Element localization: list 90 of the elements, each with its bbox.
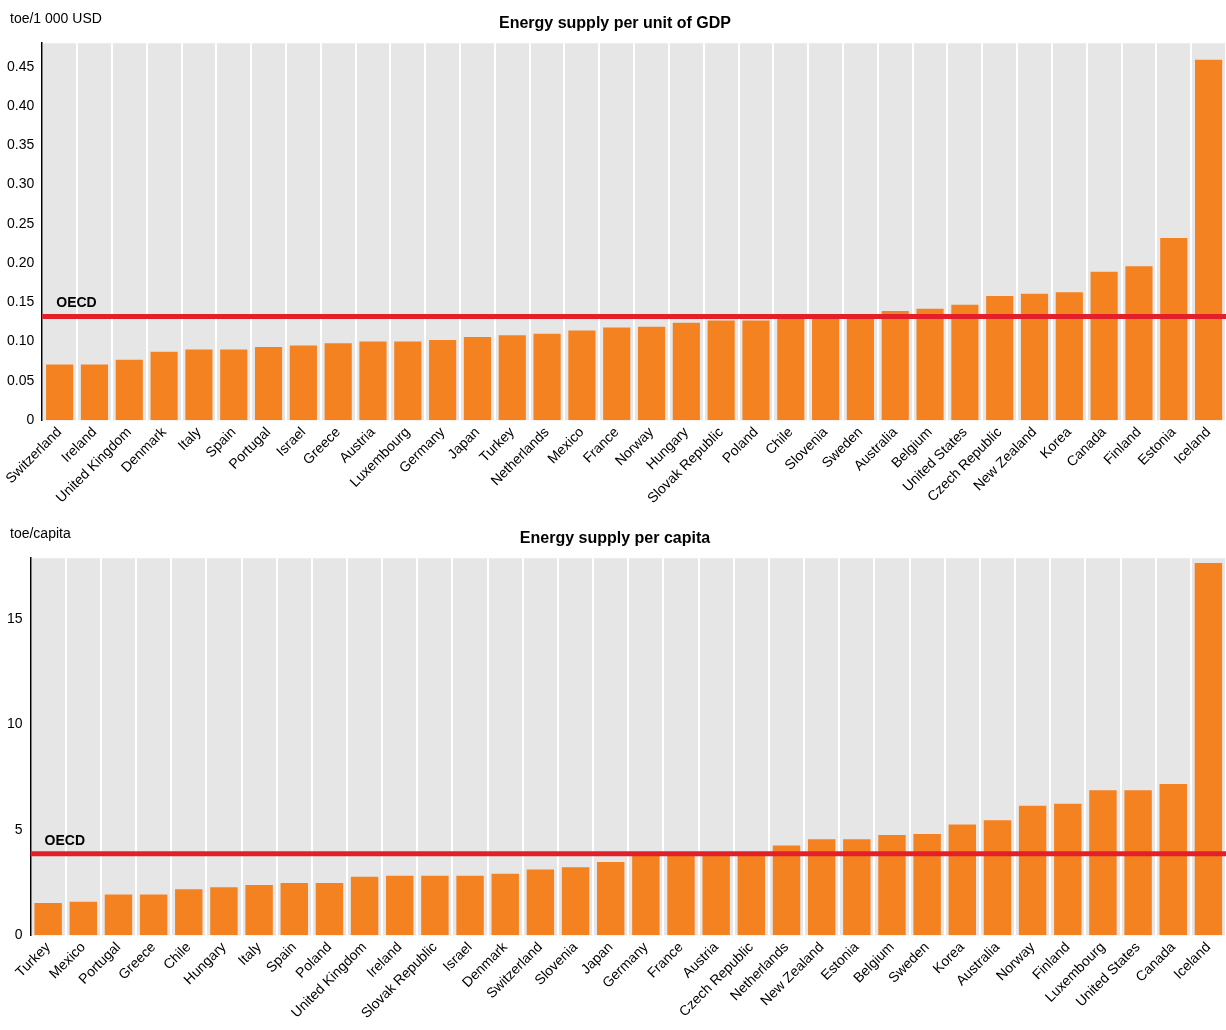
bar (386, 875, 414, 936)
y-tick-label: 10 (6, 715, 23, 732)
bar (742, 320, 770, 421)
bar (777, 318, 805, 421)
ref-line-label: OECD (56, 294, 97, 311)
bar (1159, 783, 1187, 936)
y-tick-label: 0.35 (7, 136, 35, 153)
bar (115, 359, 143, 421)
bar (150, 351, 178, 421)
bar (637, 326, 666, 421)
y-tick-label: 0.45 (7, 57, 35, 74)
bar (421, 875, 449, 936)
bar (1125, 266, 1153, 421)
y-tick-label: 5 (14, 820, 23, 837)
chart-title: Energy supply per unit of GDP (498, 14, 732, 32)
ref-line-label: OECD (44, 831, 86, 848)
y-tick-label: 0.30 (7, 175, 35, 192)
bar (456, 875, 484, 936)
bar (533, 333, 561, 421)
bar (916, 308, 944, 421)
bar (34, 902, 62, 936)
bar (104, 894, 133, 936)
bar (80, 364, 109, 421)
y-tick-label: 0.40 (7, 96, 35, 113)
y-tick-label: 0 (14, 926, 23, 942)
bar (220, 349, 248, 421)
bar (139, 894, 168, 936)
y-tick-label: 15 (6, 610, 23, 627)
bar (843, 839, 871, 936)
bar (280, 882, 308, 936)
bar (812, 318, 840, 421)
bar (526, 869, 555, 936)
bar (1194, 563, 1223, 936)
y-tick-label: 0.20 (7, 253, 35, 270)
y-tick-label: 0.25 (7, 214, 35, 231)
bar (707, 320, 735, 421)
bar (1089, 790, 1117, 936)
bar (46, 364, 74, 421)
bar (394, 341, 422, 421)
x-tick-label: Italy (174, 423, 204, 454)
bar (429, 340, 457, 421)
bar (350, 876, 379, 936)
y-tick-label: 0.15 (7, 293, 35, 310)
bar (913, 834, 941, 936)
y-tick-label: 0.10 (7, 332, 35, 349)
bar (846, 318, 875, 421)
chart-title: Energy supply per capita (519, 529, 711, 547)
bar (951, 304, 979, 421)
bar (463, 336, 492, 421)
bar (596, 862, 625, 936)
bar (69, 901, 98, 936)
bar (254, 347, 283, 421)
x-tick-label: Italy (234, 938, 264, 969)
bar (737, 853, 766, 936)
bar (498, 335, 526, 421)
y-tick-label: 0 (26, 411, 35, 427)
bar (1018, 805, 1047, 936)
bar (1090, 271, 1118, 421)
bar (881, 310, 909, 421)
bar (1055, 292, 1083, 421)
bar (210, 887, 238, 936)
bar (568, 330, 596, 421)
y-tick-label: 0.05 (7, 371, 35, 388)
bar (1020, 293, 1049, 421)
bar (702, 853, 730, 936)
bar (807, 839, 836, 936)
bar (672, 322, 700, 421)
bar (983, 820, 1012, 936)
bar (986, 296, 1014, 421)
bar (175, 889, 203, 936)
bar (1160, 237, 1188, 421)
bar (289, 345, 317, 421)
bar (245, 885, 273, 936)
y-axis-title: toe/capita (10, 524, 71, 541)
bar (878, 835, 906, 936)
bar (324, 343, 352, 421)
bar (1054, 803, 1082, 936)
bar (1124, 790, 1152, 936)
bar (632, 853, 660, 936)
bar (359, 341, 387, 421)
bar (185, 349, 213, 421)
bar (603, 327, 631, 421)
y-axis-title: toe/1 000 USD (10, 9, 102, 26)
bar (491, 873, 519, 936)
bar (561, 867, 590, 936)
bar (667, 853, 695, 936)
bar (948, 824, 977, 936)
bar (1195, 59, 1223, 421)
bar (315, 882, 344, 936)
bar (772, 845, 801, 936)
